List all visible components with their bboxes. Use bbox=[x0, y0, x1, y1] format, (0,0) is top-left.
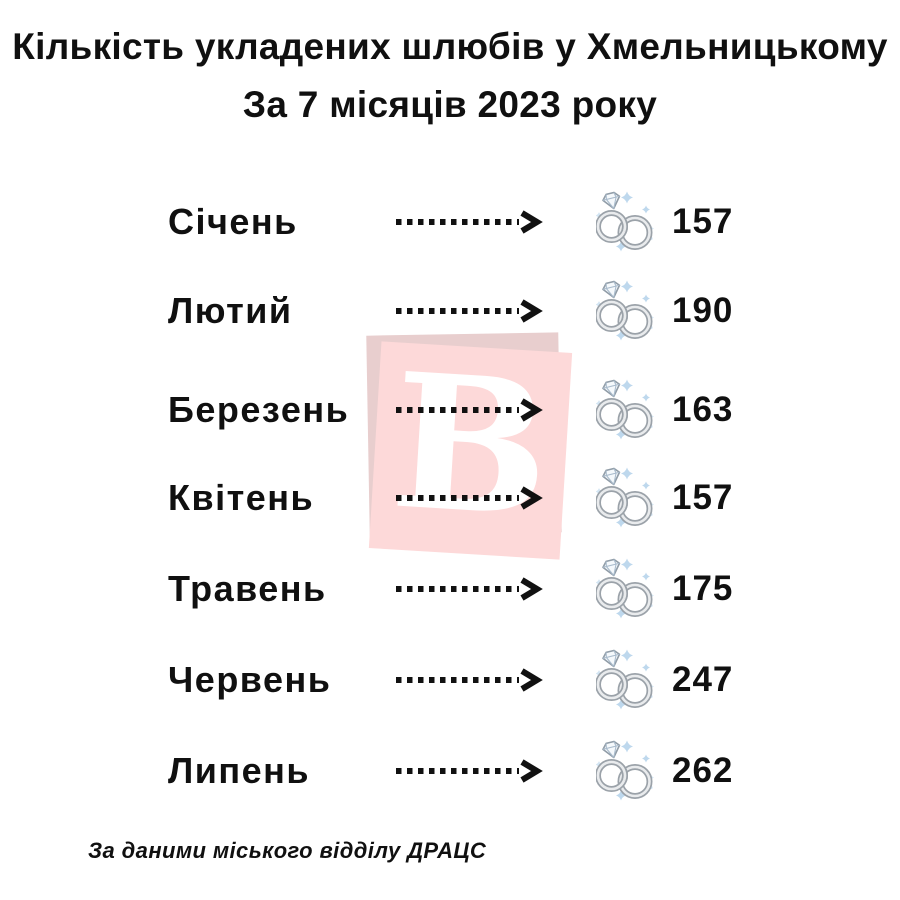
wedding-rings-icon bbox=[596, 191, 656, 254]
month-label: Січень bbox=[168, 201, 298, 242]
marriage-count: 247 bbox=[672, 660, 734, 699]
table-row: Квітень 157 bbox=[0, 467, 900, 529]
dotted-arrow-icon bbox=[393, 667, 543, 693]
wedding-rings-icon bbox=[596, 558, 656, 621]
marriage-count: 157 bbox=[672, 478, 734, 517]
month-label: Червень bbox=[168, 659, 332, 700]
month-label: Липень bbox=[168, 750, 311, 791]
marriage-count: 157 bbox=[672, 202, 734, 241]
wedding-rings-icon bbox=[596, 467, 656, 530]
wedding-rings-icon bbox=[596, 280, 656, 343]
page-title: Кількість укладених шлюбів у Хмельницько… bbox=[12, 26, 888, 67]
month-label: Березень bbox=[168, 389, 350, 430]
dotted-arrow-icon bbox=[393, 298, 543, 324]
dotted-arrow-icon bbox=[393, 485, 543, 511]
table-row: Лютий 190 bbox=[0, 280, 900, 342]
marriage-count: 175 bbox=[672, 569, 734, 608]
table-row: Червень 247 bbox=[0, 649, 900, 711]
dotted-arrow-icon bbox=[393, 209, 543, 235]
wedding-rings-icon bbox=[596, 740, 656, 803]
wedding-rings-icon bbox=[596, 649, 656, 712]
dotted-arrow-icon bbox=[393, 758, 543, 784]
marriage-count: 262 bbox=[672, 751, 734, 790]
page-subtitle: За 7 місяців 2023 року bbox=[242, 84, 658, 125]
dotted-arrow-icon bbox=[393, 576, 543, 602]
table-row: Липень 262 bbox=[0, 740, 900, 802]
marriage-count: 190 bbox=[672, 291, 734, 330]
marriage-count: 163 bbox=[672, 390, 734, 429]
data-source-note: За даними міського відділу ДРАЦС bbox=[88, 838, 487, 863]
month-label: Лютий bbox=[168, 290, 293, 331]
wedding-rings-icon bbox=[596, 379, 656, 442]
table-row: Січень 157 bbox=[0, 191, 900, 253]
table-row: Березень 163 bbox=[0, 379, 900, 441]
month-label: Квітень bbox=[168, 477, 315, 518]
month-label: Травень bbox=[168, 568, 327, 609]
table-row: Травень 175 bbox=[0, 558, 900, 620]
dotted-arrow-icon bbox=[393, 397, 543, 423]
